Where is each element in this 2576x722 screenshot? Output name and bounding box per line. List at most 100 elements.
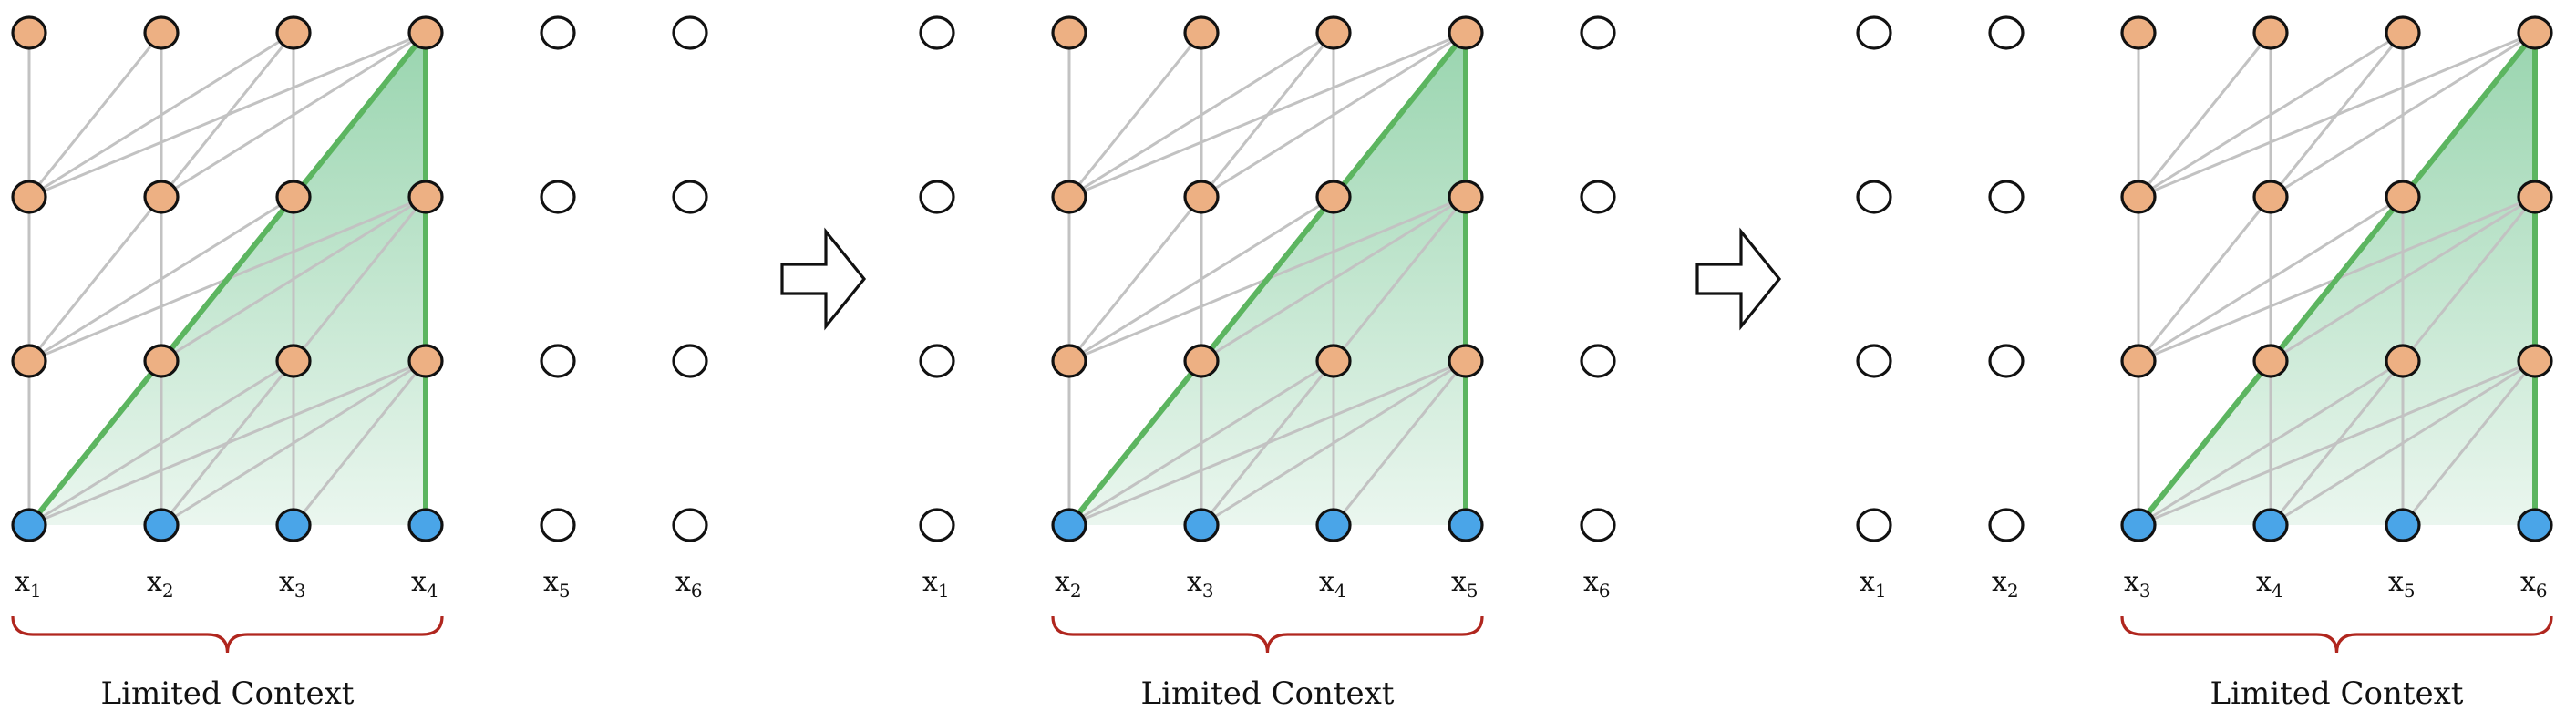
hidden-node — [2252, 180, 2289, 214]
empty-node — [919, 15, 955, 50]
connection-edge — [2138, 359, 2536, 527]
connection-edge — [2401, 360, 2537, 526]
token-label: x6 — [2520, 566, 2548, 602]
input-node — [2252, 508, 2289, 542]
connection-edge — [27, 196, 163, 362]
empty-node — [1580, 180, 1616, 214]
input-node — [2120, 508, 2157, 542]
connection-edge — [160, 31, 427, 199]
empty-node — [540, 344, 576, 378]
token-label: x4 — [2256, 566, 2283, 602]
hidden-node — [2252, 344, 2289, 378]
receptive-field-diagonal — [26, 30, 428, 528]
nodes — [11, 15, 708, 542]
context-label: Limited Context — [1141, 676, 1395, 712]
empty-node — [540, 15, 576, 50]
connection-edge — [2270, 195, 2536, 363]
connection-edge — [160, 195, 427, 363]
empty-node — [1580, 344, 1616, 378]
input-node — [1183, 508, 1220, 542]
hidden-node — [2120, 344, 2157, 378]
panel-3: x1 x2 x3 x4 x5 x6 Limited Context — [1856, 15, 2553, 712]
connection-edge — [1200, 31, 1467, 199]
hidden-node — [2252, 15, 2289, 50]
hidden-node — [11, 15, 47, 50]
empty-node — [1988, 180, 2025, 214]
input-node — [1448, 508, 1484, 542]
context-label: Limited Context — [101, 676, 355, 712]
connection-edge — [28, 31, 427, 199]
empty-node — [672, 180, 708, 214]
empty-node — [919, 180, 955, 214]
empty-node — [1988, 508, 2025, 542]
token-label: x5 — [543, 566, 571, 602]
empty-node — [672, 15, 708, 50]
hidden-node — [1448, 15, 1484, 50]
token-label: x2 — [147, 566, 174, 602]
hidden-node — [2385, 15, 2421, 50]
connection-edge — [1068, 31, 1334, 199]
connection-edge — [2138, 31, 2536, 199]
hidden-node — [2517, 180, 2553, 214]
connection-edge — [1200, 195, 1467, 363]
hidden-node — [1183, 15, 1220, 50]
hidden-node — [2385, 180, 2421, 214]
hidden-node — [1315, 344, 1352, 378]
connection-edge — [1068, 359, 1467, 527]
connection-edge — [28, 359, 294, 527]
empty-node — [540, 508, 576, 542]
connection-edge — [27, 32, 163, 198]
connection-edge — [28, 359, 427, 527]
right-arrow-icon — [1695, 227, 1782, 331]
connection-edge — [160, 359, 427, 527]
connection-edge — [2137, 32, 2272, 198]
hidden-node — [11, 180, 47, 214]
connection-edge — [2270, 31, 2536, 199]
hidden-node — [1051, 344, 1087, 378]
connection-edge — [2138, 359, 2404, 527]
empty-node — [1580, 15, 1616, 50]
connection-edge — [28, 31, 294, 199]
connection-edge — [292, 360, 428, 526]
hidden-node — [275, 15, 312, 50]
token-label: x6 — [1583, 566, 1611, 602]
empty-node — [919, 344, 955, 378]
token-label: x2 — [1055, 566, 1082, 602]
connection-edge — [2401, 196, 2537, 362]
token-label: x3 — [2124, 566, 2151, 602]
empty-node — [1988, 15, 2025, 50]
token-label: x3 — [1187, 566, 1214, 602]
connection-edge — [292, 196, 428, 362]
connection-edge — [2137, 196, 2272, 362]
token-label: x1 — [15, 566, 42, 602]
connection-edge — [1332, 196, 1468, 362]
hidden-node — [2385, 344, 2421, 378]
hidden-node — [407, 15, 444, 50]
empty-node — [1580, 508, 1616, 542]
hidden-node — [1315, 15, 1352, 50]
hidden-node — [2517, 15, 2553, 50]
token-label: x1 — [922, 566, 950, 602]
input-node — [1051, 508, 1087, 542]
empty-node — [1856, 15, 1892, 50]
connection-edge — [1067, 196, 1203, 362]
empty-node — [919, 508, 955, 542]
hidden-node — [407, 180, 444, 214]
panel-2: x1 x2 x3 x4 x5 x6 Limited Context — [919, 15, 1616, 712]
connection-edge — [1068, 359, 1334, 527]
token-label: x5 — [1451, 566, 1479, 602]
hidden-node — [143, 344, 180, 378]
connection-edge — [1068, 31, 1467, 199]
token-label: x2 — [1992, 566, 2019, 602]
hidden-node — [143, 15, 180, 50]
token-label: x4 — [411, 566, 438, 602]
context-brace — [11, 615, 444, 654]
panel-1: x1 x2 x3 x4 x5 x6 Limited Context — [11, 15, 708, 712]
token-label: x6 — [675, 566, 703, 602]
empty-node — [672, 344, 708, 378]
context-label: Limited Context — [2210, 676, 2464, 712]
empty-node — [540, 180, 576, 214]
hidden-node — [1448, 180, 1484, 214]
empty-node — [1988, 344, 2025, 378]
